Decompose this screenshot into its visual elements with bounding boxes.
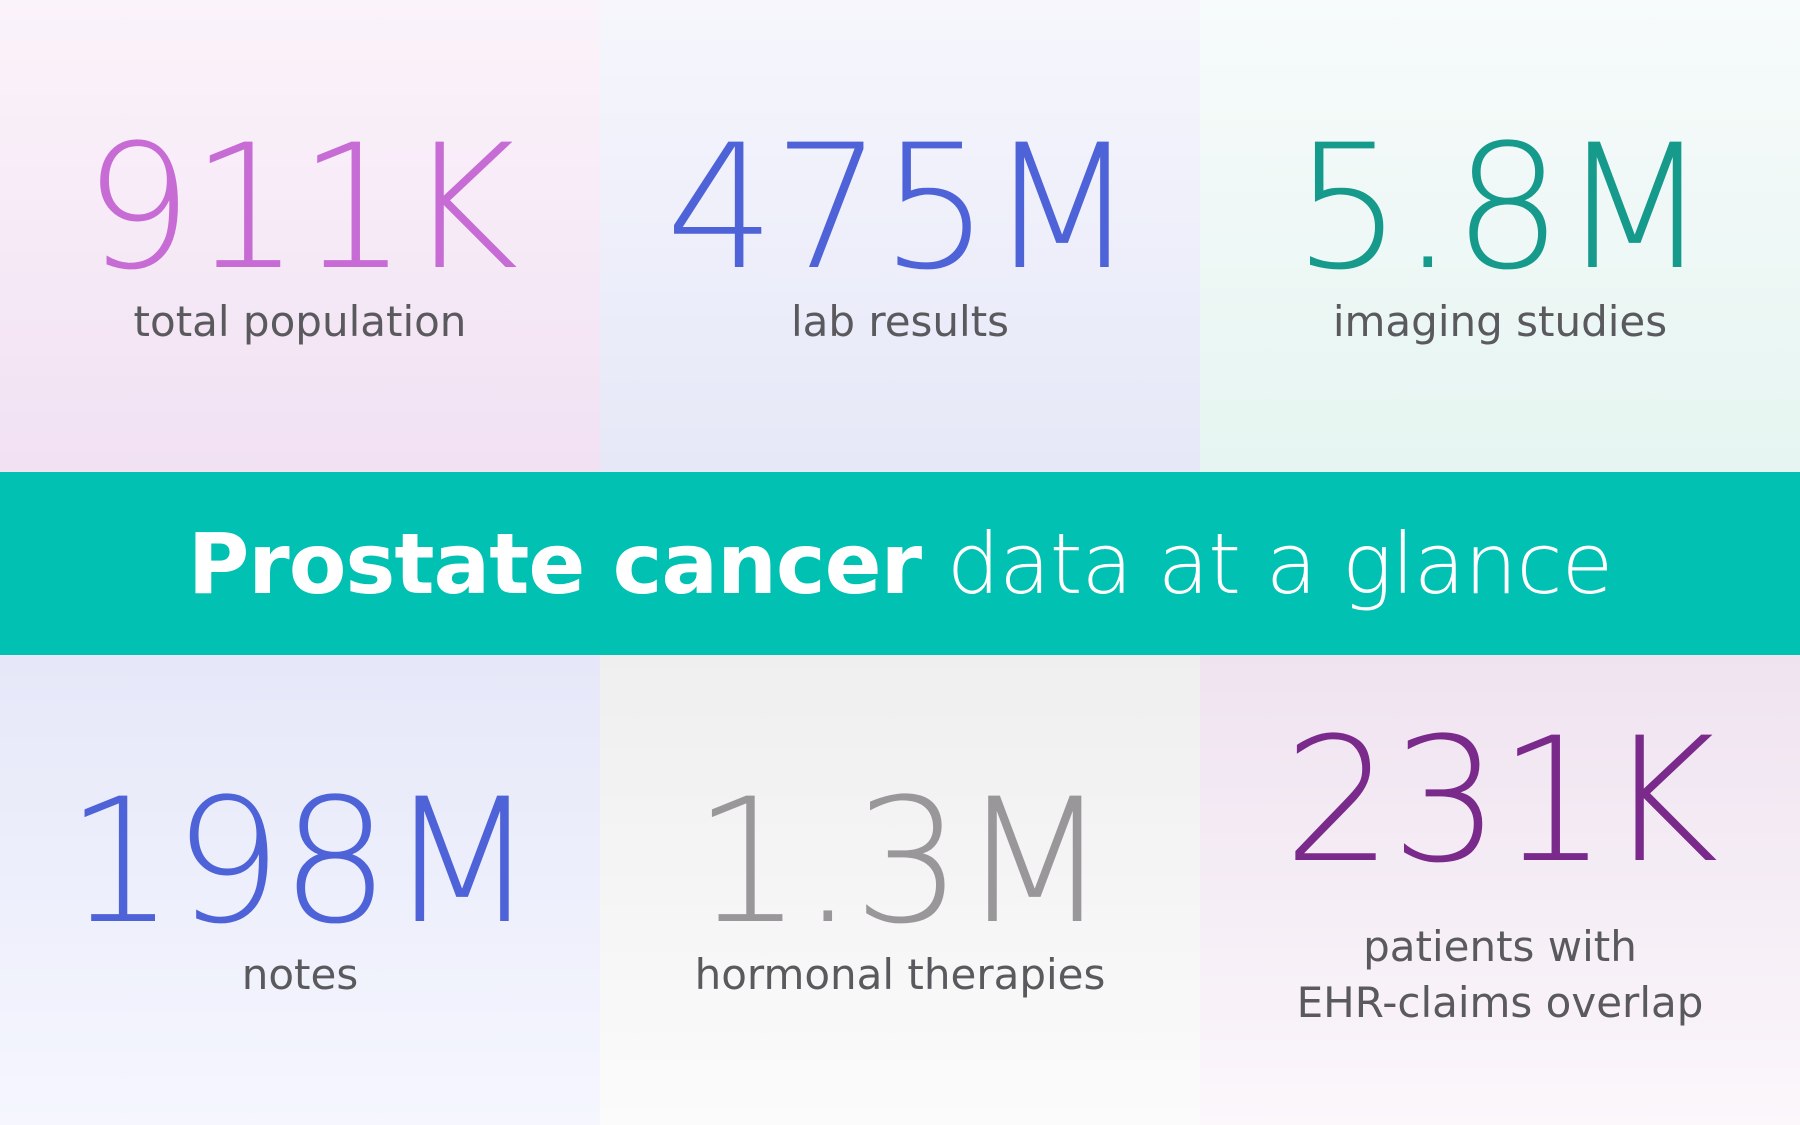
stats-row-bottom: 198M notes 1.3M hormonal therapies 231K … — [0, 655, 1800, 1125]
stat-label: total population — [133, 297, 467, 346]
stat-value: 5.8M — [1293, 107, 1709, 308]
page-title: Prostate cancer data at a glance — [187, 514, 1614, 613]
stats-row-top: 911K total population 475M lab results 5… — [0, 0, 1800, 472]
title-banner: Prostate cancer data at a glance — [0, 472, 1800, 655]
stat-value: 198M — [65, 761, 537, 962]
stat-label: notes — [241, 950, 359, 999]
stat-label: hormonal therapies — [694, 950, 1106, 999]
stat-card-notes: 198M notes — [0, 655, 600, 1125]
stat-card-imaging-studies: 5.8M imaging studies — [1200, 0, 1800, 472]
stat-card-lab-results: 475M lab results — [600, 0, 1200, 472]
stat-card-hormonal-therapies: 1.3M hormonal therapies — [600, 655, 1200, 1125]
title-bold: Prostate cancer — [187, 514, 922, 613]
stat-value: 1.3M — [693, 761, 1109, 962]
stat-label: lab results — [790, 297, 1010, 346]
stat-label: imaging studies — [1332, 297, 1668, 346]
stat-label: patients with EHR-claims overlap — [1296, 922, 1704, 1027]
stat-card-total-population: 911K total population — [0, 0, 600, 472]
stat-value: 911K — [83, 107, 518, 308]
stat-value: 231K — [1283, 700, 1718, 901]
title-light: data at a glance — [946, 514, 1614, 613]
stat-card-ehr-claims-overlap: 231K patients with EHR-claims overlap — [1200, 655, 1800, 1125]
stat-value: 475M — [665, 107, 1137, 308]
